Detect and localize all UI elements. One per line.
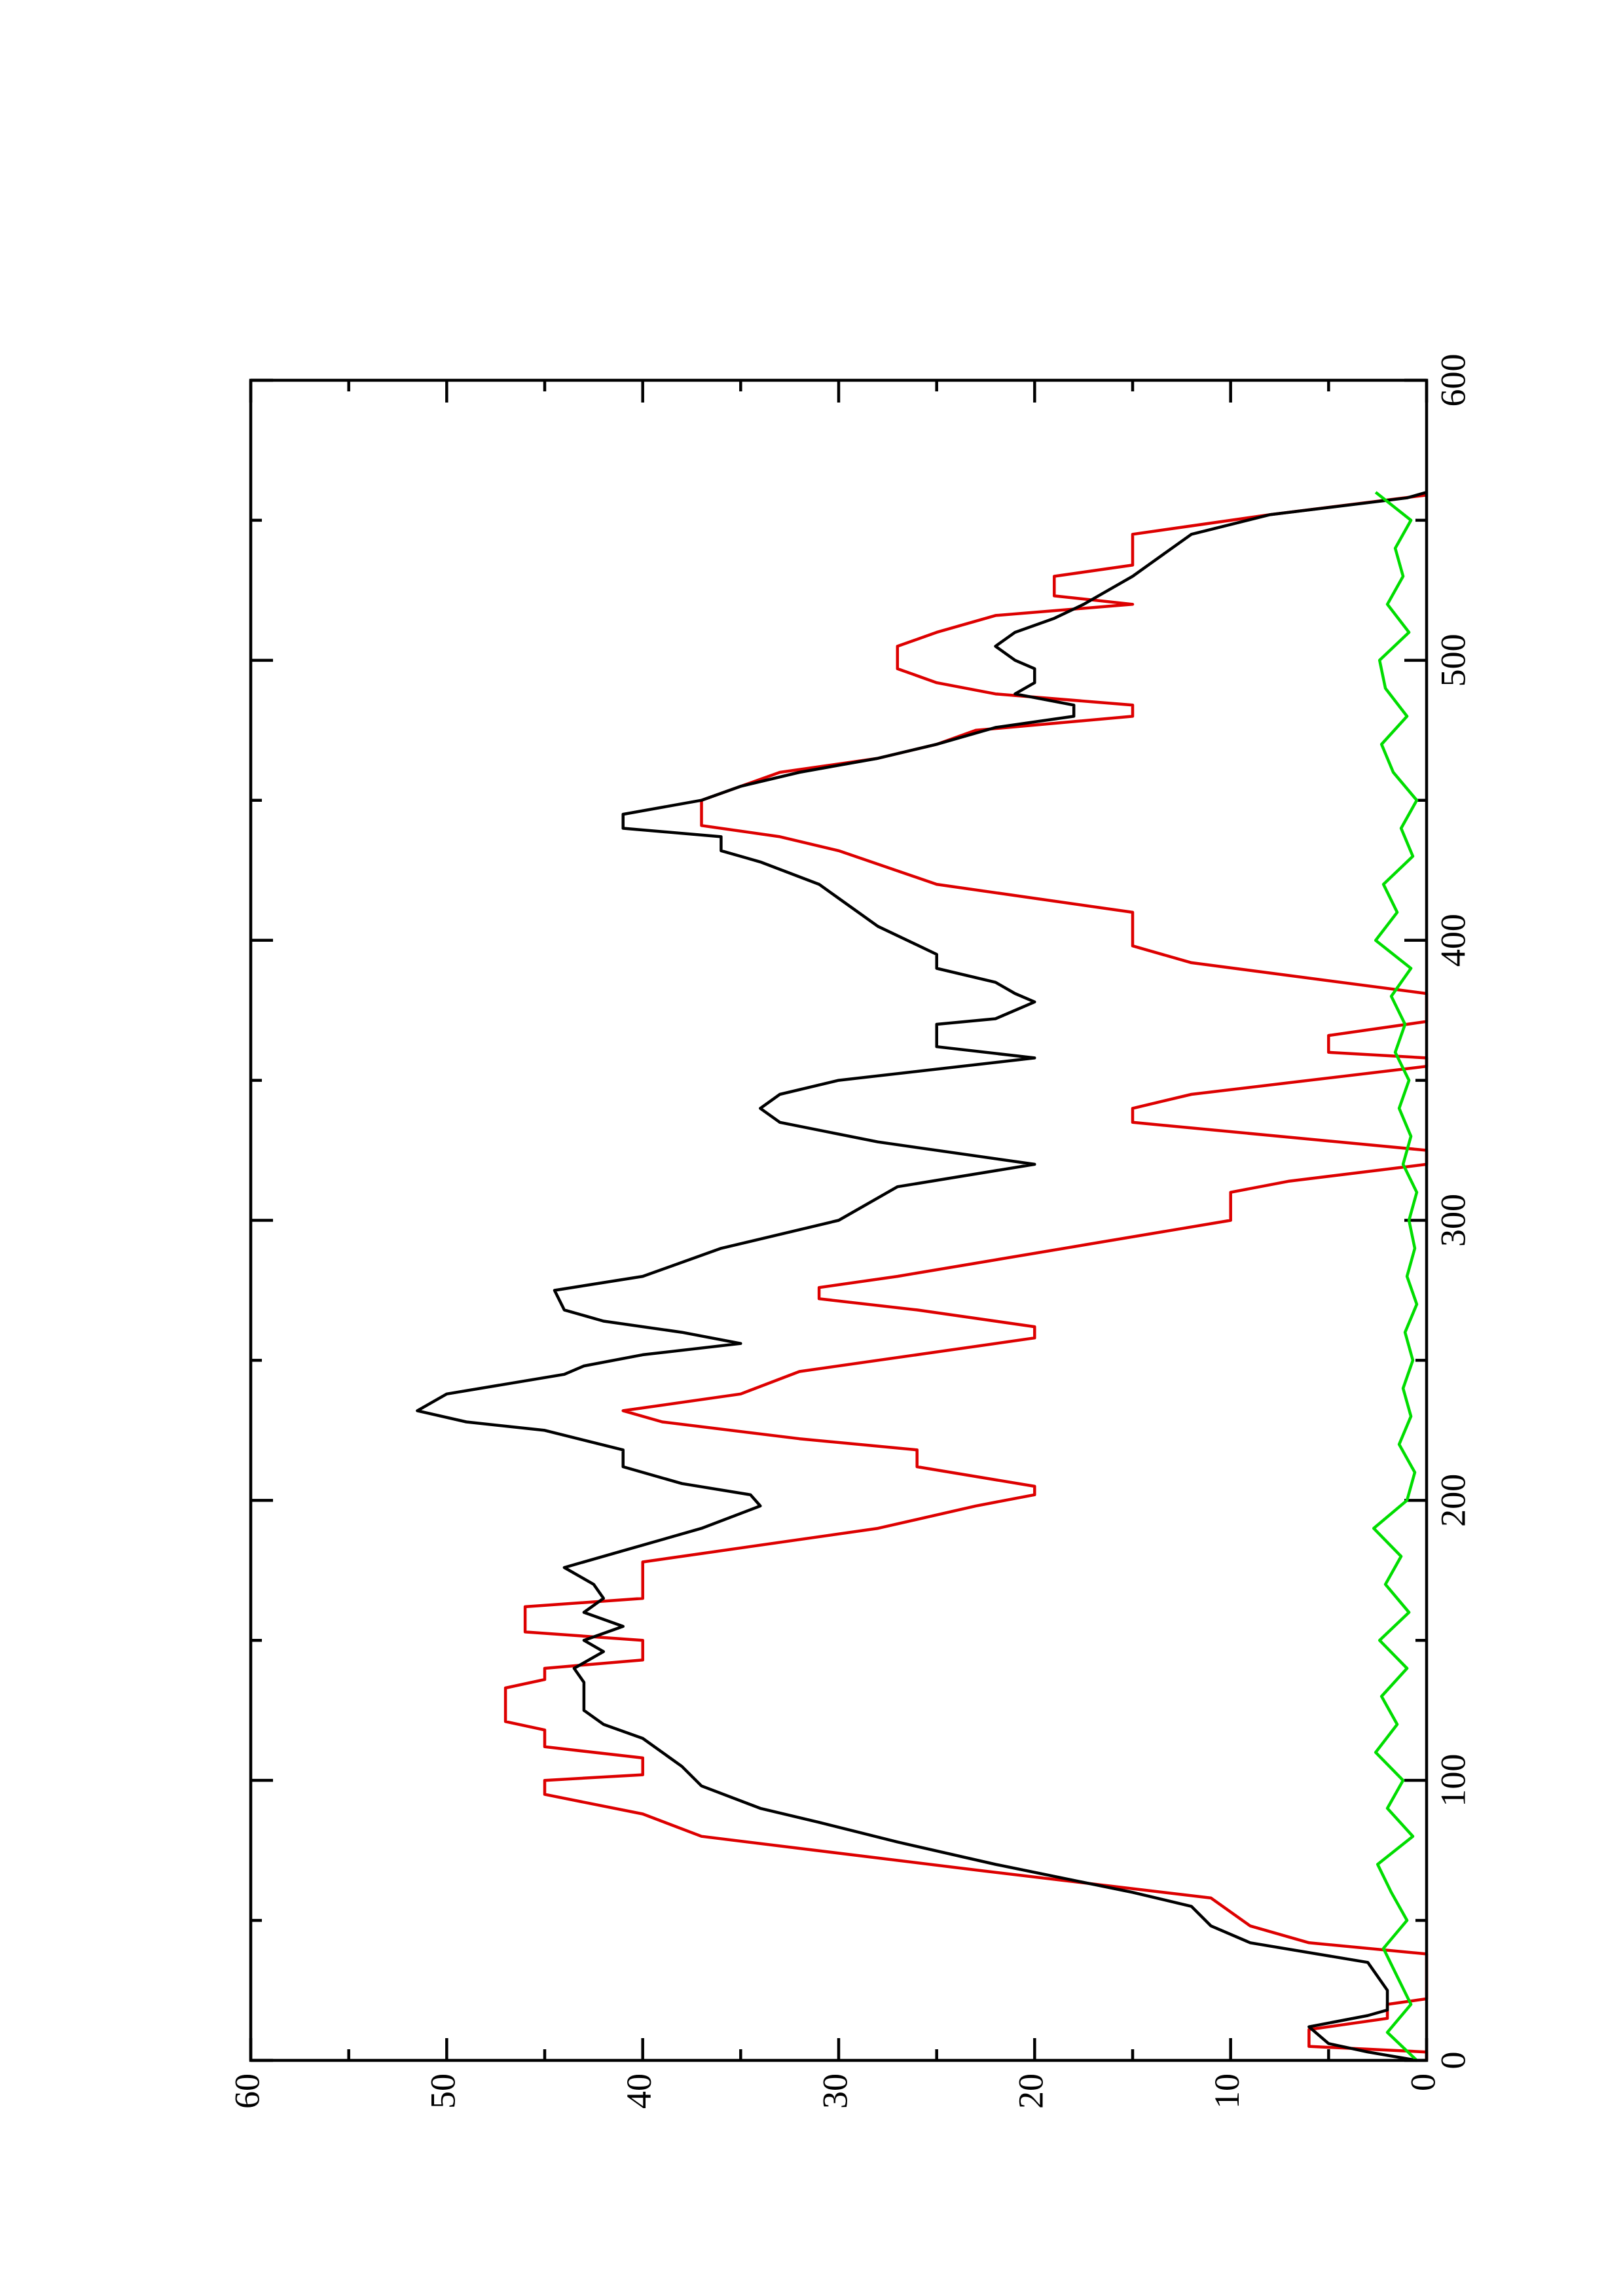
y-tick-label: 20 bbox=[1012, 2073, 1051, 2109]
data-line bbox=[503, 493, 1429, 2060]
y-tick-label: 30 bbox=[815, 2073, 854, 2109]
data-line bbox=[1372, 491, 1419, 2062]
x-tick-label: 0 bbox=[1433, 2052, 1472, 2070]
x-tick-label: 600 bbox=[1433, 354, 1472, 407]
data-line bbox=[416, 490, 1427, 2062]
y-tick-label: 50 bbox=[424, 2073, 463, 2109]
x-tick-label: 500 bbox=[1433, 634, 1472, 687]
x-tick-label: 100 bbox=[1433, 1754, 1472, 1807]
plot-area: 0 100 200 300 400 500 600 0 10 20 30 40 50 60 bbox=[227, 354, 1472, 2109]
x-tick-label: 200 bbox=[1433, 1474, 1472, 1527]
y-tick-label: 60 bbox=[227, 2073, 266, 2109]
x-tick-label: 300 bbox=[1433, 1194, 1472, 1247]
y-tick-label: 0 bbox=[1403, 2073, 1442, 2091]
y-tick-label: 40 bbox=[619, 2073, 659, 2109]
plot-frame bbox=[249, 378, 1429, 2062]
x-tick-label: 400 bbox=[1433, 914, 1472, 967]
y-tick-label: 10 bbox=[1207, 2073, 1247, 2109]
